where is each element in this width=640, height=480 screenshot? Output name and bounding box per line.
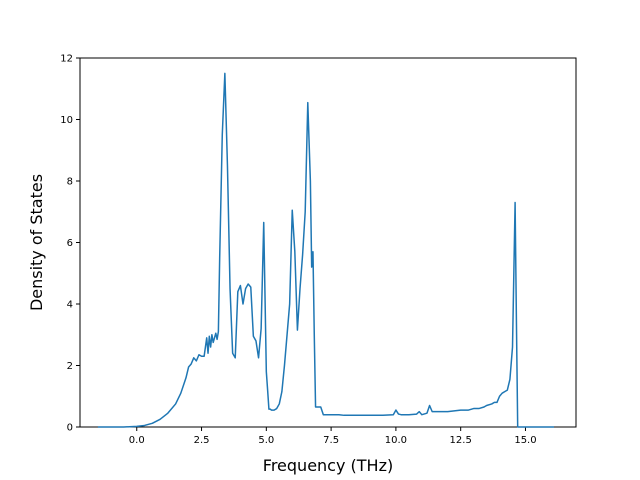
y-tick-label: 4: [67, 300, 73, 311]
y-axis-ticks: 0 2 4 6 8 10 12: [60, 54, 80, 434]
x-axis-label: Frequency (THz): [263, 456, 393, 475]
series-layer: [97, 72, 554, 428]
y-tick-label: 0: [67, 423, 73, 434]
dos-series-line: [97, 72, 554, 428]
y-tick-label: 6: [67, 238, 73, 249]
x-tick-label: 15.0: [514, 435, 536, 446]
x-tick-label: 0.0: [129, 435, 145, 446]
x-tick-label: 5.0: [258, 435, 274, 446]
plot-frame: [79, 57, 577, 428]
y-tick-label: 2: [67, 361, 73, 372]
y-axis-label: Density of States: [27, 174, 46, 311]
x-tick-label: 12.5: [450, 435, 472, 446]
y-tick-label: 12: [60, 54, 73, 65]
x-axis-ticks: 0.0 2.5 5.0 7.5 10.0 12.5 15.0: [129, 427, 537, 446]
x-tick-label: 2.5: [194, 435, 210, 446]
y-tick-label: 8: [67, 177, 73, 188]
y-tick-label: 10: [60, 115, 73, 126]
x-tick-label: 10.0: [385, 435, 407, 446]
x-tick-label: 7.5: [323, 435, 339, 446]
